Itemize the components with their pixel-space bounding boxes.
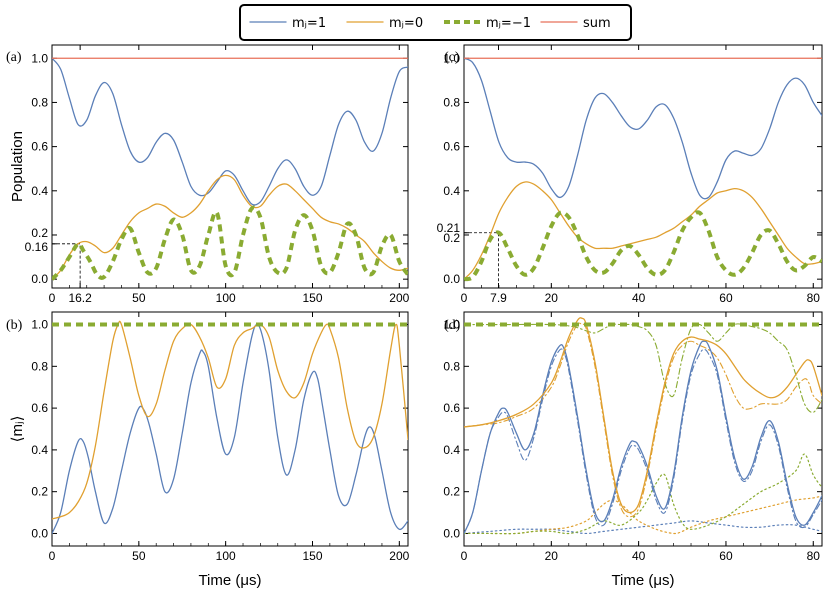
x-tick-label: 50 [132, 291, 146, 305]
x-tick-label: 20 [545, 291, 559, 305]
x-tick-label: 80 [807, 291, 821, 305]
series-line [464, 210, 822, 282]
y-tick-label: 1.0 [443, 318, 460, 332]
y-tick-label: 0.16 [25, 240, 49, 254]
y-tick-label: 0.6 [31, 401, 48, 415]
y-tick-label: 0.2 [443, 231, 460, 245]
legend-box [239, 4, 632, 41]
x-tick-label: 0 [49, 549, 56, 563]
legend-label: sum [583, 16, 611, 31]
series-line [464, 340, 822, 535]
legend-label: mⱼ=0 [389, 16, 423, 31]
series-line [464, 317, 822, 514]
x-tick-label: 100 [216, 549, 236, 563]
series-line [464, 181, 822, 280]
panel-label: (a) [6, 50, 22, 65]
legend-label: mⱼ=−1 [486, 16, 531, 31]
legend: mⱼ=1 mⱼ=0 mⱼ=−1 sum [239, 4, 632, 41]
y-tick-label: 0.8 [31, 95, 48, 109]
y-tick-label: 0.6 [443, 401, 460, 415]
y-tick-label: 0.0 [443, 526, 460, 540]
series-line [464, 453, 822, 535]
plot-frame [463, 44, 823, 289]
y-tick-label: 0.4 [31, 184, 48, 198]
y-tick-label: 0.0 [31, 272, 48, 286]
series-line [464, 495, 822, 535]
x-axis-label: Time (μs) [198, 572, 261, 589]
series-line [52, 320, 408, 520]
x-tick-label: 60 [719, 549, 733, 563]
y-tick-label: 0.8 [31, 359, 48, 373]
annotation-guide [52, 243, 81, 288]
series-line [464, 323, 822, 413]
y-axis-label: ⟨mⱼ⟩ [9, 416, 26, 443]
x-tick-label: 150 [302, 291, 322, 305]
x-tick-label: 0 [461, 549, 468, 563]
panel-label: (b) [6, 318, 23, 333]
y-tick-label: 0.4 [443, 184, 460, 198]
y-tick-label: 1.0 [443, 51, 460, 65]
y-tick-label: 0.2 [31, 485, 48, 499]
x-tick-label: 0 [461, 291, 468, 305]
chart-panel: (a) 0 16.2 50 100 150 200 0.0 0.160.2 0.4 0.6 0.8 1.… [6, 44, 410, 305]
y-tick-label: 0.4 [31, 443, 48, 457]
y-tick-label: 0.2 [443, 485, 460, 499]
panels: (a)0 16.2 50 100 150 2000.00.160.20.40.60.81.… [6, 44, 823, 589]
x-tick-label: 200 [389, 291, 409, 305]
x-tick-label: 100 [216, 291, 236, 305]
series-line [52, 57, 408, 206]
x-tick-label: 40 [632, 549, 646, 563]
series-line [52, 174, 408, 280]
y-tick-label: 0.8 [443, 359, 460, 373]
y-tick-label: 0.2 [31, 226, 48, 240]
panel-label: (c) [444, 50, 460, 65]
x-tick-label: 60 [719, 291, 733, 305]
y-tick-label: 0.4 [443, 443, 460, 457]
y-tick-label: 0.0 [31, 526, 48, 540]
y-tick-label: 0.8 [443, 95, 460, 109]
y-tick-label: 1.0 [31, 51, 48, 65]
panel-label: (d) [444, 318, 461, 333]
series-line [52, 323, 408, 535]
plot-frame [51, 44, 409, 289]
chart-panel: (b) 0 50 100 150 200 0.0 0.2 0.4 0.6 0.8 1.0 ⟨mⱼ⟩ Tim… [6, 311, 410, 589]
y-tick-label: 0.6 [31, 140, 48, 154]
y-tick-label: 1.0 [31, 318, 48, 332]
plot-frame [51, 311, 409, 547]
series-line [52, 205, 408, 281]
series-line [464, 322, 822, 518]
x-tick-label: 80 [807, 549, 821, 563]
x-tick-label: 16.2 [68, 291, 92, 305]
y-tick-label: 0.6 [443, 140, 460, 154]
chart-panel: (d) 0 20 40 60 80 0.0 0.2 0.4 0.6 0.8 1.0 Time (μs) [443, 311, 823, 589]
y-axis-label: Population [9, 131, 26, 202]
plot-frame [463, 311, 823, 547]
chart-panel: (c) 0 7.9 20 40 60 80 0.0 0.20.21 0.4 0.6 0.8 1.0 [437, 44, 823, 305]
series-line [464, 520, 822, 535]
series-line [464, 57, 822, 200]
x-tick-label: 20 [545, 549, 559, 563]
x-tick-label: 50 [132, 549, 146, 563]
y-tick-label: 0.21 [437, 221, 461, 235]
annotation-guide [464, 232, 499, 288]
series-line [464, 348, 822, 535]
y-tick-label: 0.0 [443, 272, 460, 286]
legend-label: mⱼ=1 [292, 16, 326, 31]
x-tick-label: 40 [632, 291, 646, 305]
x-tick-label: 0 [49, 291, 56, 305]
x-tick-label: 7.9 [490, 291, 507, 305]
x-tick-label: 150 [302, 549, 322, 563]
x-axis-label: Time (μs) [611, 572, 674, 589]
x-tick-label: 200 [389, 549, 409, 563]
